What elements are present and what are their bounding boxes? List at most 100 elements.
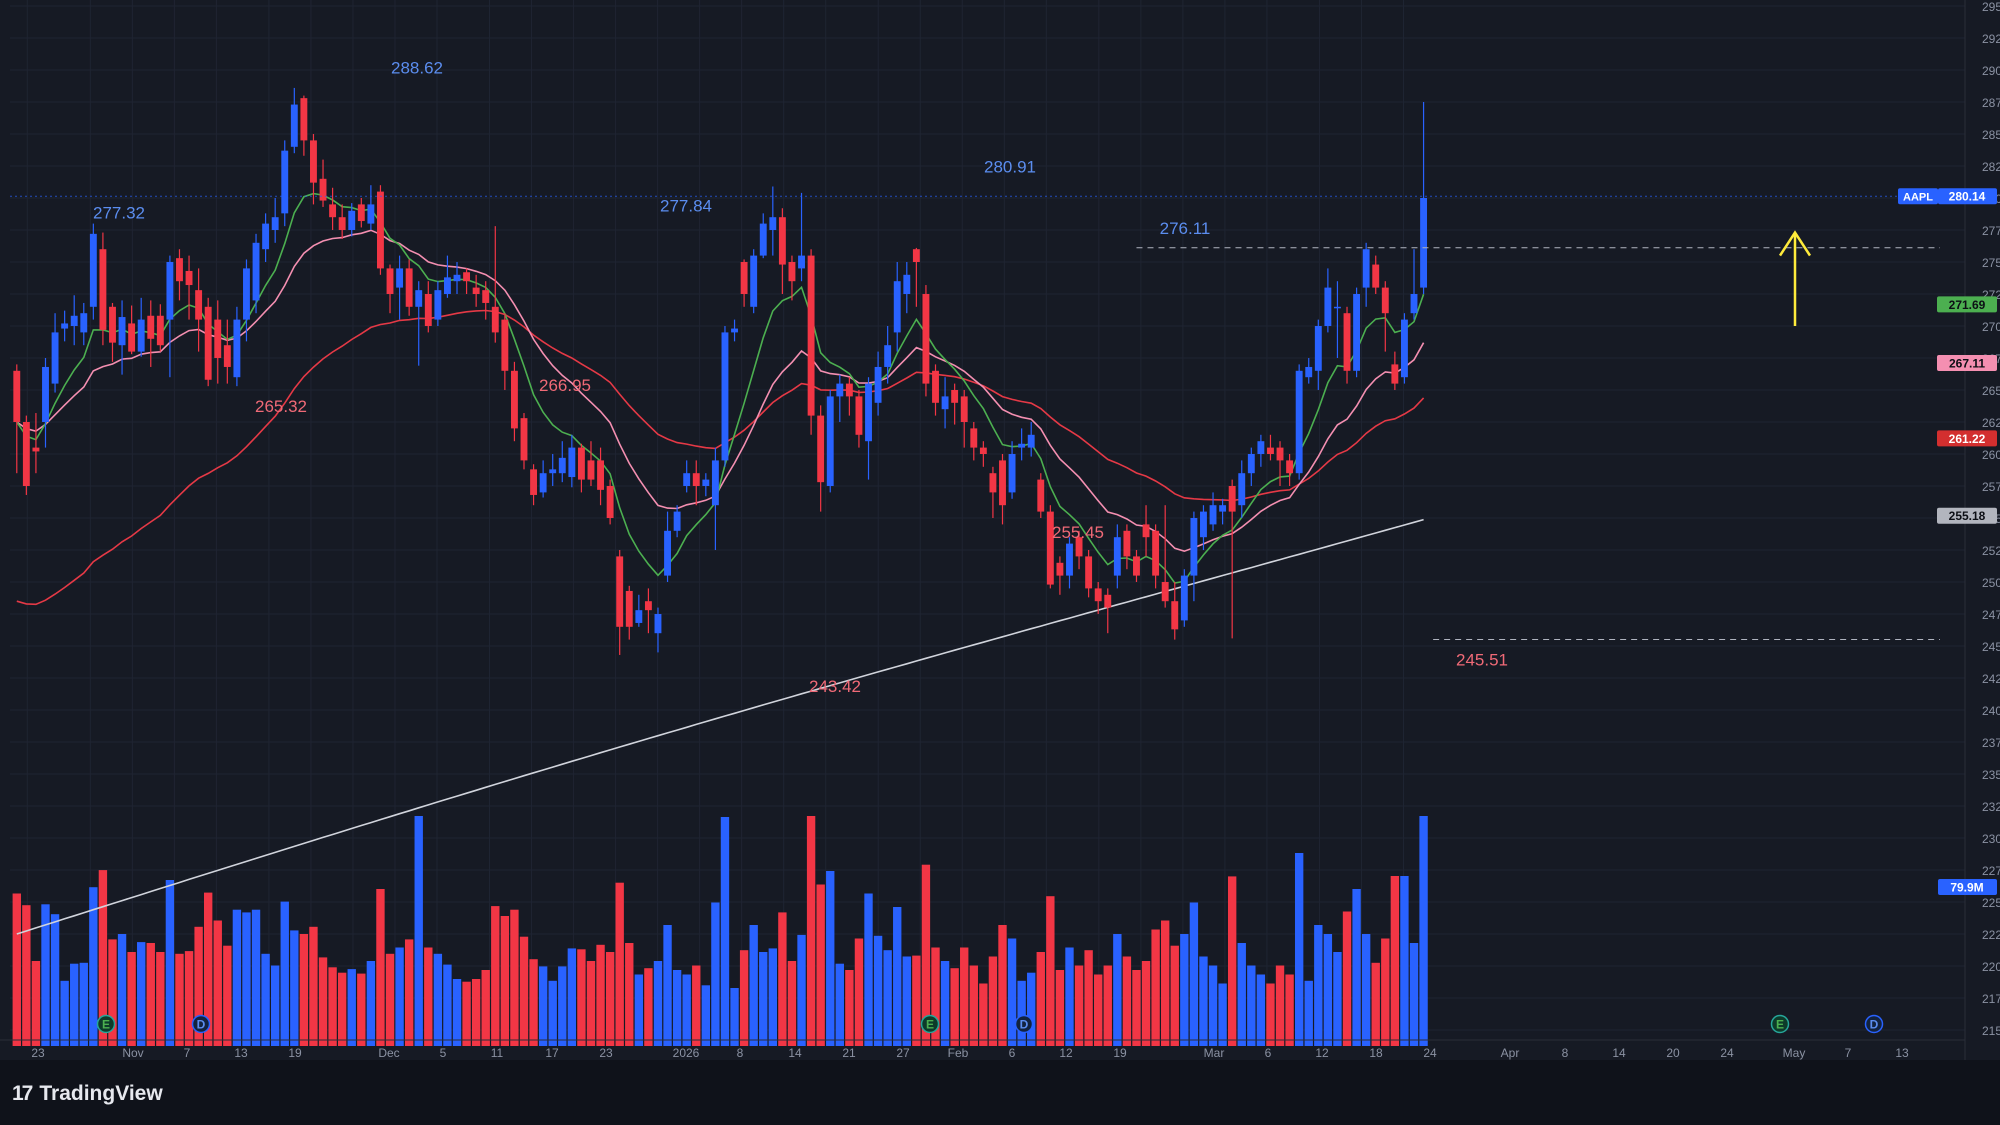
candle-body	[606, 486, 614, 518]
volume-bar	[1227, 876, 1237, 1046]
price-annotation: 245.51	[1456, 650, 1508, 669]
volume-bar	[510, 909, 519, 1046]
candle-body	[539, 473, 547, 493]
ma-white-line	[16, 518, 1424, 935]
candle-body	[1333, 306, 1341, 309]
candle-body	[1219, 505, 1227, 512]
volume-bar	[22, 905, 31, 1046]
candle-body	[185, 270, 193, 286]
volume-bar	[433, 953, 443, 1046]
candle-body	[233, 319, 241, 378]
candle-body	[501, 319, 509, 371]
candle-body	[1410, 294, 1418, 314]
candle-body	[1142, 524, 1150, 538]
candle-body	[1094, 588, 1102, 602]
candle-body	[262, 223, 270, 250]
x-tick-label: 13	[234, 1046, 248, 1060]
volume-bar	[739, 950, 749, 1046]
candle-body	[577, 447, 585, 480]
footer-bar	[0, 1060, 2000, 1125]
volume-bar	[385, 953, 395, 1046]
event-label: E	[926, 1018, 934, 1032]
candle-body	[1391, 364, 1399, 384]
y-tick-label: 292.50	[1982, 32, 2000, 46]
candle-body	[1056, 562, 1064, 576]
candle-body	[520, 418, 528, 461]
x-tick-label: 7	[184, 1046, 191, 1060]
volume-bar	[1419, 816, 1428, 1046]
candle-body	[204, 306, 212, 380]
dividend-event-icon	[1864, 1014, 1884, 1034]
y-tick-label: 250.00	[1982, 576, 2000, 590]
candle-body	[1046, 511, 1054, 585]
candle-body	[903, 274, 911, 294]
candle-body	[702, 479, 710, 486]
candle-body	[874, 366, 882, 403]
candle-body	[549, 469, 557, 474]
volume-bar	[644, 968, 653, 1046]
candle-body	[1066, 543, 1073, 576]
candle-body	[13, 370, 21, 422]
volume-bar	[1189, 902, 1199, 1046]
y-tick-label: 262.50	[1982, 416, 2000, 430]
candle-body	[1400, 319, 1408, 378]
volume-bar	[1218, 983, 1227, 1046]
volume-bar	[213, 920, 222, 1046]
volume-bar	[98, 870, 108, 1046]
candle-body	[415, 290, 423, 307]
x-tick-label: 7	[1845, 1046, 1852, 1060]
volume-bar	[443, 964, 452, 1046]
candle-body	[1257, 441, 1265, 454]
candle-body	[223, 345, 231, 367]
symbol-tag-bg	[1898, 188, 1938, 205]
candle-body	[759, 223, 767, 256]
volume-bar	[395, 947, 404, 1046]
ma-white-price-tag: 255.18	[1949, 509, 1986, 523]
volume-bar	[70, 963, 79, 1046]
volume-bar	[471, 979, 481, 1046]
candle-body	[252, 242, 260, 301]
candle-body	[1381, 287, 1389, 314]
candle-body	[22, 422, 30, 486]
y-tick-label: 247.50	[1982, 608, 2000, 622]
candle-body	[826, 396, 834, 486]
volume-bar	[261, 953, 270, 1046]
volume-bar	[347, 969, 356, 1046]
candle-body	[1104, 594, 1112, 608]
candle-body	[357, 204, 365, 222]
volume-bar	[663, 925, 672, 1046]
price-annotation: 255.45	[1052, 523, 1104, 542]
volume-bar	[605, 952, 615, 1046]
volume-bar	[165, 880, 175, 1046]
volume-bar	[596, 944, 605, 1046]
candle-body	[510, 370, 518, 429]
tradingview-brand[interactable]: 17 TradingView	[12, 1082, 163, 1106]
price-annotation: 276.11	[1160, 219, 1211, 238]
volume-bar	[1017, 980, 1026, 1046]
candle-body	[1161, 582, 1169, 602]
candle-body	[778, 217, 786, 265]
last-price-tag: 280.14	[1949, 190, 1986, 204]
volume-bar	[60, 980, 69, 1046]
candle-body	[472, 287, 480, 294]
candle-body	[1247, 454, 1255, 474]
candle-body	[1295, 370, 1303, 474]
candle-body	[137, 319, 145, 352]
volume-bar	[988, 956, 998, 1046]
candle-body	[855, 396, 863, 435]
last-price-tag-bg	[1938, 188, 1997, 205]
volume-bar	[625, 943, 634, 1046]
volume-bar	[1055, 970, 1065, 1046]
dividend-event-icon	[191, 1014, 211, 1034]
volume-bar	[309, 926, 318, 1046]
volume-bar	[204, 892, 213, 1046]
volume-bar	[175, 953, 184, 1046]
candle-body	[807, 255, 815, 416]
candle-body	[1420, 198, 1428, 288]
candle-body	[951, 390, 959, 403]
price-annotation: 265.32	[255, 397, 307, 416]
candle-body	[61, 323, 69, 329]
volume-bar	[826, 871, 835, 1046]
